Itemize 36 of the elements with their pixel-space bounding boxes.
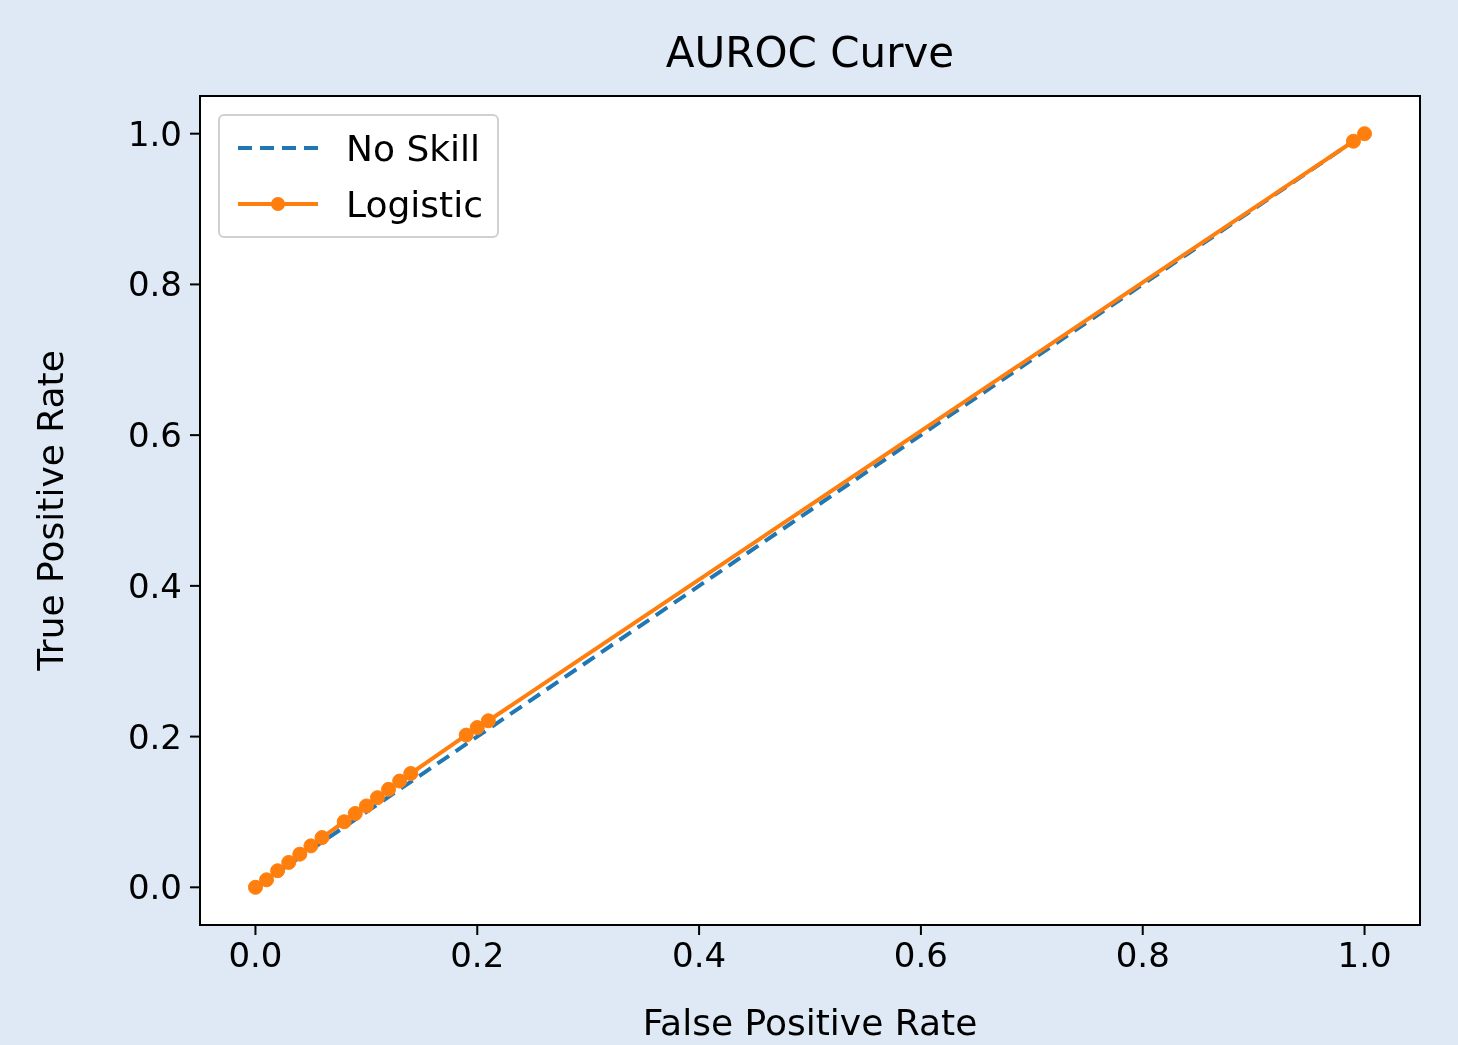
point: [314, 830, 330, 846]
point: [292, 846, 308, 862]
point: [392, 773, 408, 789]
x-tick-label: 0.8: [1115, 935, 1170, 976]
point: [1357, 126, 1373, 142]
point: [270, 863, 286, 879]
y-tick-label: 0.2: [127, 716, 182, 757]
point: [358, 798, 374, 814]
x-tick-label: 0.0: [228, 935, 283, 976]
legend-label: Logistic: [346, 183, 483, 225]
point: [458, 727, 474, 743]
point: [403, 766, 419, 782]
x-axis-title: False Positive Rate: [642, 1002, 978, 1043]
x-tick-label: 0.6: [893, 935, 948, 976]
point: [480, 713, 496, 729]
y-tick-label: 0.8: [127, 264, 182, 305]
y-tick-label: 0.4: [127, 565, 182, 606]
chart-title: AUROC Curve: [664, 28, 956, 77]
point: [259, 872, 275, 888]
y-tick-label: 0.0: [127, 867, 182, 908]
y-tick-label: 1.0: [127, 113, 182, 154]
point: [336, 814, 352, 830]
y-axis-title: True Positive Rate: [29, 350, 71, 672]
point: [247, 879, 263, 895]
x-tick-label: 1.0: [1337, 935, 1392, 976]
legend-label: No Skill: [346, 127, 481, 169]
x-tick-label: 0.4: [672, 935, 727, 976]
point: [303, 838, 319, 854]
point: [1345, 133, 1361, 149]
point: [369, 790, 385, 806]
point: [381, 781, 397, 797]
point: [281, 854, 297, 870]
point: [347, 805, 363, 821]
point: [469, 720, 485, 736]
y-tick-label: 0.6: [127, 415, 182, 456]
x-tick-label: 0.2: [450, 935, 505, 976]
